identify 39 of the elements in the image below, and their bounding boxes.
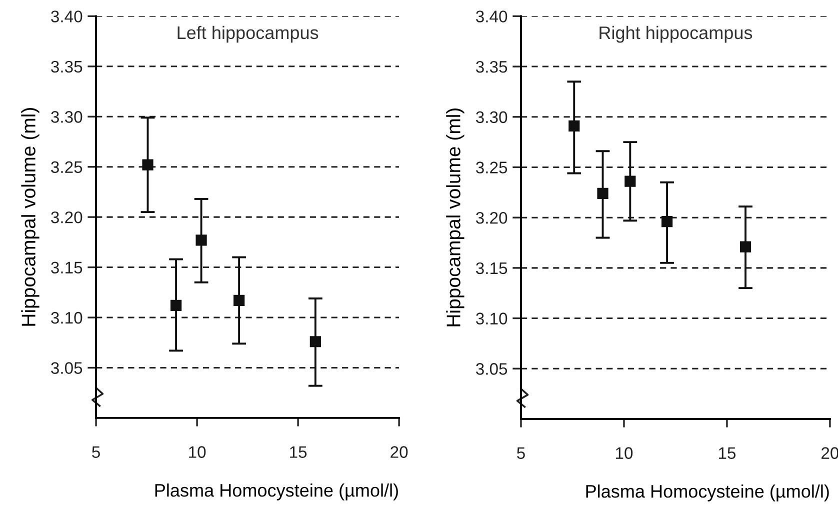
x-tick-label: 5 xyxy=(92,446,100,458)
point xyxy=(740,241,752,252)
point xyxy=(624,176,636,187)
y-tick-label: 3.05 xyxy=(51,362,82,374)
y-tick-label: 3.05 xyxy=(476,363,508,375)
y-tick-label: 3.40 xyxy=(476,10,508,22)
y-tick-label: 3.30 xyxy=(476,111,508,124)
x-axis-title: Plasma Homocysteine (µmol/l) xyxy=(155,483,398,500)
point xyxy=(234,294,245,306)
point xyxy=(568,120,580,132)
y-tick-label: 3.40 xyxy=(51,10,82,22)
point xyxy=(310,336,321,348)
y-axis-title: Hippocampal volume (ml) xyxy=(446,108,464,326)
point xyxy=(661,216,673,228)
text: Left hippocampus xyxy=(178,26,318,43)
x-tick-label: 5 xyxy=(517,447,525,459)
x-axis-title: Plasma Homocysteine (µmol/l) xyxy=(586,484,829,502)
x-tick-label: 10 xyxy=(189,446,206,458)
x-tick-label: 20 xyxy=(390,446,408,458)
y-tick-label: 3.20 xyxy=(476,212,508,224)
x-tick-label: 10 xyxy=(616,447,633,459)
text: Right hippocampus xyxy=(600,26,752,43)
x-tick-label: 15 xyxy=(718,447,736,459)
x-tick-label: 15 xyxy=(290,446,307,458)
y-tick-label: 3.25 xyxy=(51,161,82,174)
y-tick-label: 3.15 xyxy=(476,262,508,274)
y-tick-label: 3.25 xyxy=(476,162,508,174)
point xyxy=(597,188,608,199)
point xyxy=(142,159,154,170)
y-tick-label: 3.35 xyxy=(476,60,508,73)
y-tick-label: 3.10 xyxy=(51,312,82,324)
y-tick-label: 3.20 xyxy=(51,211,82,224)
y-tick-label: 3.35 xyxy=(51,60,82,73)
y-axis-title: Hippocampal volume (ml) xyxy=(21,108,40,326)
point xyxy=(170,300,182,312)
y-tick-label: 3.15 xyxy=(51,262,82,274)
y-tick-label: 3.30 xyxy=(51,111,82,123)
point xyxy=(196,234,207,246)
y-tick-label: 3.10 xyxy=(476,312,508,324)
